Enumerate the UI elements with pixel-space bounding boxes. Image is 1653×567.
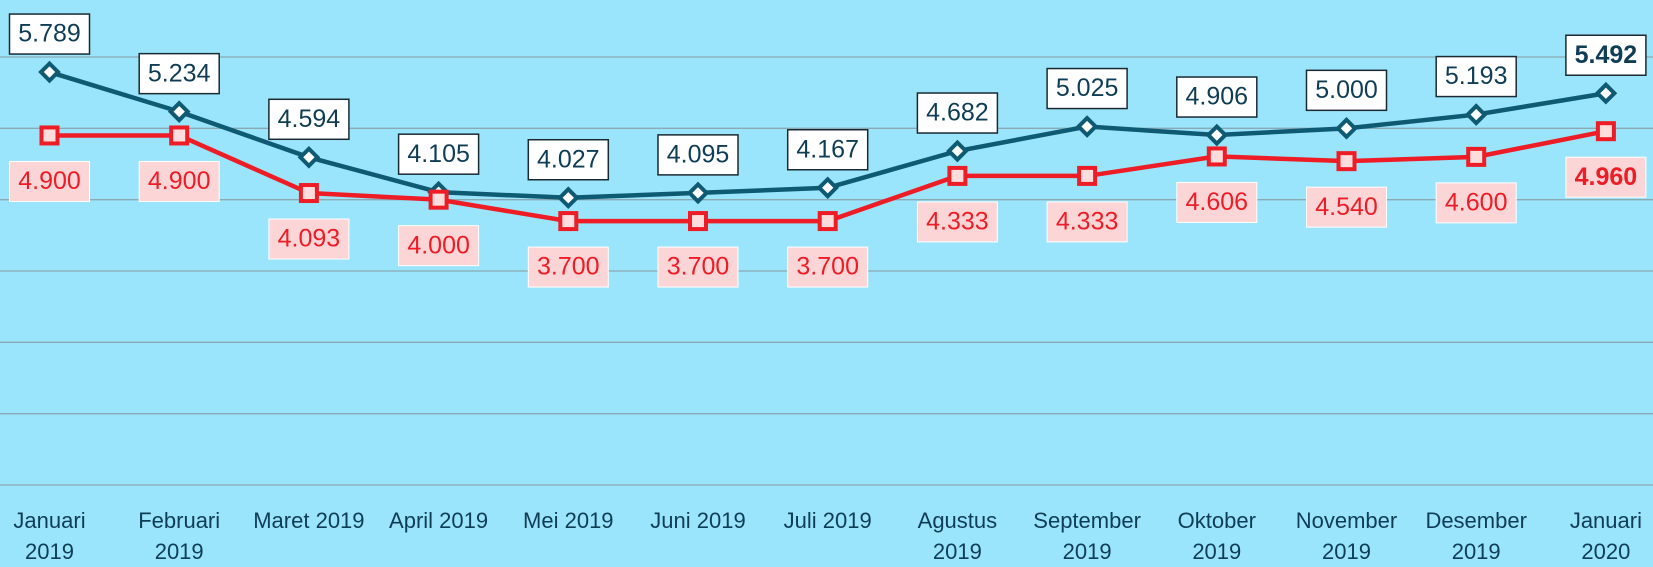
marker <box>41 64 58 81</box>
marker <box>431 192 447 208</box>
x-tick-label: September 2019 <box>1025 505 1149 567</box>
marker <box>820 213 836 229</box>
plot-area: 5.789 5.234 4.594 4.105 4.027 4.095 4.167 4.682… <box>0 0 1653 567</box>
marker <box>1209 148 1225 164</box>
data-label: 4.906 <box>1186 83 1249 111</box>
x-tick-label: Agustus 2019 <box>895 505 1019 567</box>
marker <box>1468 149 1484 165</box>
data-label: 4.105 <box>407 140 470 168</box>
data-label: 4.095 <box>667 140 730 168</box>
data-label: 5.025 <box>1056 74 1119 102</box>
x-tick-label: Desember 2019 <box>1414 505 1538 567</box>
marker <box>42 127 58 143</box>
marker <box>1339 153 1355 169</box>
marker <box>819 179 836 196</box>
marker <box>949 168 965 184</box>
data-label: 5.789 <box>18 20 81 48</box>
data-label: 4.900 <box>148 167 211 195</box>
data-label: 4.027 <box>537 145 600 173</box>
data-label: 4.333 <box>1056 208 1119 236</box>
data-label: 3.700 <box>796 253 859 281</box>
marker <box>1468 106 1485 123</box>
marker <box>1079 168 1095 184</box>
data-label: 4.093 <box>278 225 341 253</box>
data-label: 4.682 <box>926 99 989 127</box>
data-label: 4.960 <box>1575 163 1638 191</box>
marker <box>1208 127 1225 144</box>
data-label: 4.594 <box>278 105 341 133</box>
data-label: 5.193 <box>1445 62 1508 90</box>
data-label: 3.700 <box>667 253 730 281</box>
marker <box>690 213 706 229</box>
x-tick-label: Juni 2019 <box>636 505 760 536</box>
x-tick-label: Juli 2019 <box>766 505 890 536</box>
marker <box>301 185 317 201</box>
data-label: 3.700 <box>537 253 600 281</box>
marker <box>949 143 966 160</box>
data-label: 5.000 <box>1315 76 1378 104</box>
x-tick-label: Maret 2019 <box>247 505 371 536</box>
data-label: 5.492 <box>1575 41 1638 69</box>
x-tick-label: Mei 2019 <box>506 505 630 536</box>
data-label: 4.540 <box>1315 193 1378 221</box>
marker <box>560 189 577 206</box>
marker <box>1597 85 1614 102</box>
x-tick-label: Oktober 2019 <box>1155 505 1279 567</box>
data-label: 4.900 <box>18 167 81 195</box>
data-label: 4.167 <box>796 135 859 163</box>
data-label: 4.600 <box>1445 188 1508 216</box>
marker <box>560 213 576 229</box>
chart: 5.789 5.234 4.594 4.105 4.027 4.095 4.167 4.682… <box>0 0 1653 567</box>
marker <box>171 127 187 143</box>
marker <box>1338 120 1355 137</box>
x-tick-label: Januari 2020 <box>1544 505 1653 567</box>
x-tick-label: April 2019 <box>377 505 501 536</box>
marker <box>690 184 707 201</box>
data-label: 5.234 <box>148 59 211 87</box>
x-tick-label: Februari 2019 <box>117 505 241 567</box>
x-tick-label: Januari 2019 <box>0 505 112 567</box>
marker <box>1598 123 1614 139</box>
data-label: 4.333 <box>926 208 989 236</box>
x-tick-label: November 2019 <box>1285 505 1409 567</box>
marker <box>300 149 317 166</box>
marker <box>171 103 188 120</box>
data-label: 4.606 <box>1186 188 1249 216</box>
marker <box>1079 118 1096 135</box>
data-label: 4.000 <box>407 231 470 259</box>
